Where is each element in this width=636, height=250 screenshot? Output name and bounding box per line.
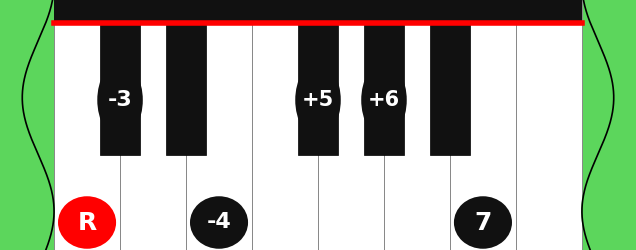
Text: 7: 7: [474, 210, 492, 234]
Ellipse shape: [361, 62, 407, 138]
Ellipse shape: [58, 196, 116, 249]
Bar: [298, 0, 338, 155]
Bar: [318, 0, 384, 250]
Bar: [54, 0, 120, 250]
Bar: [166, 0, 206, 155]
Bar: [100, 0, 140, 155]
Text: +6: +6: [368, 90, 400, 110]
Bar: [516, 0, 582, 250]
Text: -3: -3: [107, 90, 132, 110]
Text: R: R: [78, 210, 97, 234]
Bar: [364, 0, 404, 155]
Bar: [54, 0, 582, 22]
Ellipse shape: [295, 62, 341, 138]
Bar: [450, 0, 516, 250]
Bar: [120, 0, 186, 250]
Ellipse shape: [454, 196, 512, 249]
Bar: [384, 0, 450, 250]
Bar: [430, 0, 470, 155]
Text: -4: -4: [207, 212, 232, 233]
Ellipse shape: [190, 196, 248, 249]
Bar: [252, 0, 318, 250]
Bar: [186, 0, 252, 250]
Text: +5: +5: [302, 90, 334, 110]
Ellipse shape: [97, 62, 143, 138]
